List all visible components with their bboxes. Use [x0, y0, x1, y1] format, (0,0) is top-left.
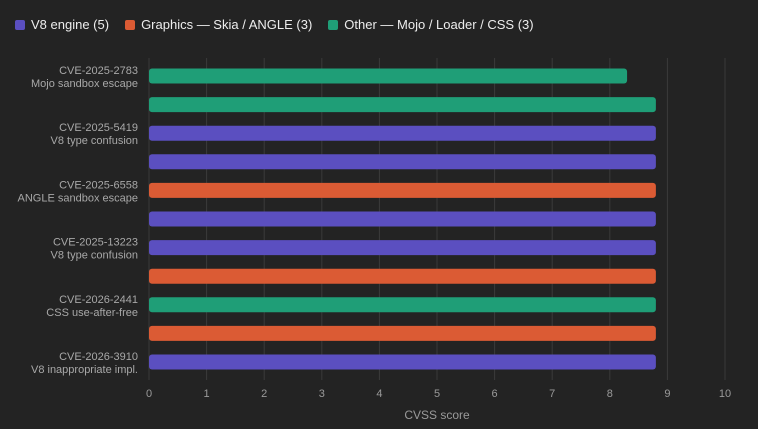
- x-axis-title: CVSS score: [404, 408, 470, 422]
- x-tick-label: 7: [549, 388, 555, 400]
- legend-label-graphics: Graphics — Skia / ANGLE (3): [141, 17, 313, 32]
- bar[interactable]: [149, 97, 656, 113]
- legend-item-v8[interactable]: V8 engine (5): [15, 17, 109, 32]
- y-tick-labels: CVE-2025-2783 Mojo sandbox escape CVE-2025…: [18, 65, 138, 376]
- bar[interactable]: [149, 211, 656, 227]
- legend-label-other: Other — Mojo / Loader / CSS (3): [344, 17, 534, 32]
- legend-swatch-other: [328, 19, 339, 30]
- x-tick-label: 6: [492, 388, 498, 400]
- bars: [149, 68, 656, 370]
- bar[interactable]: [149, 268, 656, 284]
- legend: V8 engine (5) Graphics — Skia / ANGLE (3…: [15, 17, 534, 32]
- bar[interactable]: [149, 68, 628, 84]
- x-tick-labels: 0 1 2 3 4 5 6 7 8 9 10: [146, 388, 731, 400]
- x-tick-label: 9: [664, 388, 670, 400]
- legend-item-graphics[interactable]: Graphics — Skia / ANGLE (3): [125, 17, 312, 32]
- bar[interactable]: [149, 240, 656, 256]
- y-tick-label: CVE-2025-2783 Mojo sandbox escape: [31, 65, 138, 90]
- bar[interactable]: [149, 154, 656, 170]
- bar[interactable]: [149, 182, 656, 198]
- x-tick-label: 5: [434, 388, 440, 400]
- bar[interactable]: [149, 325, 656, 341]
- y-tick-label: CVE-2025-5419 V8 type confusion: [51, 122, 138, 147]
- y-tick-label: CVE-2025-13223 V8 type confusion: [51, 237, 138, 262]
- bar[interactable]: [149, 125, 656, 141]
- y-tick-label: CVE-2026-2441 CSS use-after-free: [46, 294, 138, 319]
- bar[interactable]: [149, 354, 656, 370]
- legend-label-v8: V8 engine (5): [31, 17, 110, 32]
- x-tick-label: 8: [607, 388, 613, 400]
- x-tick-label: 2: [261, 388, 267, 400]
- legend-swatch-v8: [15, 19, 25, 30]
- y-tick-label: CVE-2025-6558 ANGLE sandbox escape: [18, 179, 138, 204]
- x-tick-label: 10: [719, 388, 731, 400]
- x-tick-label: 1: [204, 388, 210, 400]
- x-tick-label: 4: [376, 388, 382, 400]
- x-tick-label: 0: [146, 388, 152, 400]
- bar[interactable]: [149, 297, 656, 313]
- y-tick-label: CVE-2026-3910 V8 inappropriate impl.: [31, 351, 138, 376]
- legend-item-other[interactable]: Other — Mojo / Loader / CSS (3): [328, 17, 534, 32]
- legend-swatch-graphics: [125, 19, 136, 30]
- x-tick-label: 3: [319, 388, 325, 400]
